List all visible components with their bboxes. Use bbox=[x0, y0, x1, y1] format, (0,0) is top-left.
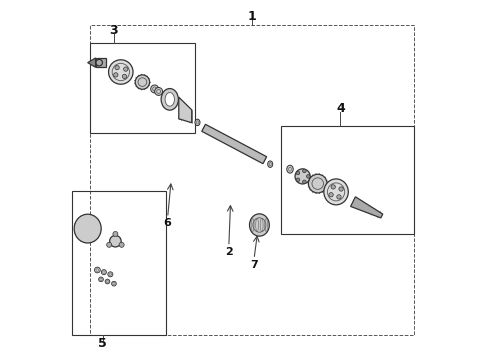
Ellipse shape bbox=[98, 277, 103, 282]
Ellipse shape bbox=[287, 165, 293, 173]
Text: 3: 3 bbox=[109, 24, 118, 37]
Ellipse shape bbox=[123, 67, 128, 71]
Ellipse shape bbox=[268, 161, 273, 167]
Ellipse shape bbox=[151, 85, 159, 93]
Ellipse shape bbox=[331, 185, 335, 189]
Ellipse shape bbox=[249, 214, 270, 236]
Ellipse shape bbox=[119, 242, 124, 247]
Text: 5: 5 bbox=[98, 337, 107, 350]
Ellipse shape bbox=[115, 66, 119, 70]
Ellipse shape bbox=[295, 169, 310, 184]
Ellipse shape bbox=[303, 169, 306, 173]
Ellipse shape bbox=[155, 87, 163, 95]
Ellipse shape bbox=[307, 175, 310, 178]
Ellipse shape bbox=[161, 89, 178, 110]
Polygon shape bbox=[88, 58, 96, 67]
Ellipse shape bbox=[296, 178, 300, 181]
Polygon shape bbox=[202, 124, 267, 164]
Ellipse shape bbox=[165, 93, 174, 106]
Ellipse shape bbox=[113, 231, 118, 237]
Ellipse shape bbox=[114, 73, 118, 77]
Ellipse shape bbox=[107, 242, 112, 247]
Ellipse shape bbox=[135, 75, 149, 89]
Text: 7: 7 bbox=[250, 260, 258, 270]
Ellipse shape bbox=[303, 180, 306, 184]
Ellipse shape bbox=[110, 235, 121, 247]
Text: 1: 1 bbox=[248, 10, 257, 23]
Polygon shape bbox=[179, 97, 192, 123]
Ellipse shape bbox=[195, 119, 200, 126]
Ellipse shape bbox=[74, 214, 101, 243]
Text: 6: 6 bbox=[164, 218, 171, 228]
Ellipse shape bbox=[112, 282, 116, 286]
Ellipse shape bbox=[308, 174, 327, 193]
Text: 4: 4 bbox=[336, 102, 345, 114]
Ellipse shape bbox=[108, 272, 113, 277]
Ellipse shape bbox=[109, 60, 133, 84]
Text: 2: 2 bbox=[225, 247, 233, 257]
Ellipse shape bbox=[101, 270, 106, 275]
Ellipse shape bbox=[296, 171, 300, 175]
Ellipse shape bbox=[122, 74, 126, 78]
Ellipse shape bbox=[96, 59, 102, 66]
Ellipse shape bbox=[339, 187, 343, 191]
Ellipse shape bbox=[337, 195, 341, 199]
Ellipse shape bbox=[105, 279, 110, 284]
Polygon shape bbox=[96, 58, 106, 67]
Ellipse shape bbox=[329, 193, 333, 197]
Ellipse shape bbox=[95, 267, 100, 273]
Polygon shape bbox=[350, 197, 383, 218]
Ellipse shape bbox=[324, 179, 348, 205]
